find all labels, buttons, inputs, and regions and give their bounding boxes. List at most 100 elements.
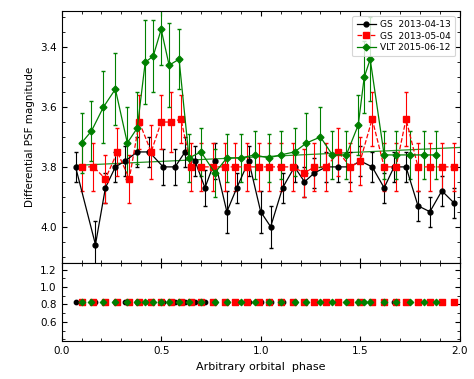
Point — [289, 299, 296, 305]
Point — [245, 299, 253, 305]
Point — [243, 299, 251, 305]
Point — [356, 299, 364, 305]
Point — [438, 299, 446, 305]
Point — [414, 299, 422, 305]
Point — [402, 299, 410, 305]
GS  2013-04-13 — [212, 159, 218, 163]
VLT 2015-06-12 — [407, 153, 413, 157]
VLT 2015-06-12 — [304, 141, 310, 145]
Point — [277, 299, 284, 305]
GS  2013-04-13 — [268, 224, 273, 229]
GS  2013-04-13 — [92, 243, 98, 247]
Point — [101, 299, 109, 305]
Point — [267, 299, 274, 305]
Point — [78, 299, 85, 305]
Point — [146, 299, 153, 305]
GS  2013-05-04 — [256, 164, 262, 169]
Point — [402, 299, 410, 305]
Point — [392, 299, 400, 305]
Point — [310, 299, 318, 305]
GS  2013-05-04 — [178, 117, 184, 121]
Point — [366, 299, 374, 305]
GS  2013-05-04 — [91, 164, 96, 169]
Point — [78, 299, 85, 305]
Point — [406, 299, 414, 305]
Point — [121, 299, 129, 305]
Point — [211, 299, 219, 305]
Point — [159, 299, 167, 305]
Point — [157, 299, 165, 305]
Point — [134, 299, 141, 305]
GS  2013-05-04 — [222, 164, 228, 169]
GS  2013-04-13 — [258, 210, 264, 214]
GS  2013-04-13 — [381, 186, 387, 190]
GS  2013-04-13 — [292, 164, 297, 169]
GS  2013-05-04 — [232, 164, 237, 169]
GS  2013-05-04 — [148, 150, 154, 154]
GS  2013-05-04 — [210, 164, 216, 169]
Legend: GS  2013-04-13, GS  2013-05-04, VLT 2015-06-12: GS 2013-04-13, GS 2013-05-04, VLT 2015-0… — [352, 16, 455, 56]
VLT 2015-06-12 — [212, 171, 218, 175]
GS  2013-05-04 — [427, 164, 433, 169]
Point — [360, 299, 368, 305]
Point — [323, 299, 330, 305]
Line: GS  2013-05-04: GS 2013-05-04 — [78, 116, 457, 182]
Point — [380, 299, 388, 305]
GS  2013-04-13 — [246, 159, 252, 163]
Y-axis label: Differential PSF magnitude: Differential PSF magnitude — [25, 67, 35, 207]
GS  2013-05-04 — [439, 164, 445, 169]
Point — [237, 299, 245, 305]
GS  2013-05-04 — [290, 164, 295, 169]
Point — [279, 299, 286, 305]
Point — [310, 299, 318, 305]
Point — [328, 299, 336, 305]
VLT 2015-06-12 — [433, 153, 439, 157]
GS  2013-04-13 — [202, 186, 208, 190]
Point — [141, 299, 149, 305]
Point — [111, 299, 119, 305]
VLT 2015-06-12 — [278, 153, 283, 157]
Point — [191, 299, 199, 305]
GS  2013-04-13 — [439, 188, 445, 193]
GS  2013-05-04 — [158, 120, 164, 124]
Point — [450, 299, 457, 305]
Point — [90, 299, 97, 305]
GS  2013-05-04 — [244, 164, 250, 169]
Line: VLT 2015-06-12: VLT 2015-06-12 — [79, 27, 438, 175]
GS  2013-04-13 — [112, 164, 118, 169]
GS  2013-04-13 — [451, 200, 456, 205]
GS  2013-04-13 — [135, 150, 140, 154]
GS  2013-04-13 — [73, 164, 78, 169]
GS  2013-05-04 — [115, 150, 120, 154]
VLT 2015-06-12 — [252, 153, 257, 157]
VLT 2015-06-12 — [166, 63, 172, 67]
GS  2013-05-04 — [188, 164, 194, 169]
Point — [181, 299, 189, 305]
GS  2013-04-13 — [182, 150, 188, 154]
Point — [223, 299, 231, 305]
Point — [392, 299, 400, 305]
VLT 2015-06-12 — [224, 156, 230, 160]
GS  2013-05-04 — [102, 177, 108, 181]
VLT 2015-06-12 — [266, 156, 272, 160]
Point — [147, 299, 155, 305]
Point — [317, 299, 324, 305]
GS  2013-04-13 — [301, 180, 307, 184]
Point — [301, 299, 308, 305]
Point — [201, 299, 209, 305]
Point — [414, 299, 422, 305]
Point — [450, 299, 457, 305]
Point — [211, 299, 219, 305]
VLT 2015-06-12 — [329, 153, 335, 157]
Point — [335, 299, 342, 305]
VLT 2015-06-12 — [125, 141, 130, 145]
GS  2013-04-13 — [427, 210, 433, 214]
Point — [134, 299, 141, 305]
GS  2013-05-04 — [324, 164, 329, 169]
VLT 2015-06-12 — [238, 156, 244, 160]
X-axis label: Arbitrary orbital  phase: Arbitrary orbital phase — [196, 362, 326, 371]
Point — [100, 299, 107, 305]
GS  2013-04-13 — [391, 164, 397, 169]
GS  2013-04-13 — [347, 164, 353, 169]
Point — [175, 299, 183, 305]
